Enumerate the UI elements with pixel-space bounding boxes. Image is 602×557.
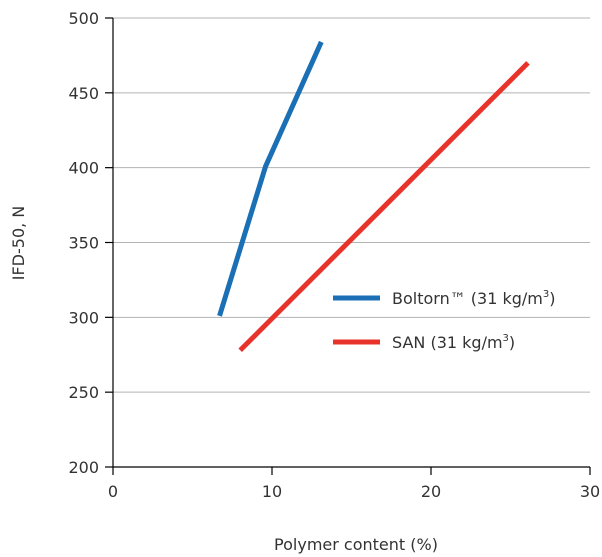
legend-label-1: SAN (31 kg/m3) (392, 333, 515, 352)
series-lines (217, 40, 530, 353)
x-tick-label: 0 (108, 482, 118, 501)
legend-label-0: Boltorn™ (31 kg/m3) (392, 289, 556, 308)
series-line-0 (217, 40, 324, 317)
x-axis-label: Polymer content (%) (274, 535, 438, 554)
y-tick-label: 200 (68, 458, 99, 477)
y-tick-label: 350 (68, 234, 99, 253)
y-tick-label: 300 (68, 308, 99, 327)
axes (105, 17, 591, 475)
x-tick-label: 30 (580, 482, 600, 501)
y-tick-label: 500 (68, 9, 99, 28)
y-tick-label: 250 (68, 383, 99, 402)
x-tick-label: 20 (421, 482, 441, 501)
y-tick-label: 400 (68, 159, 99, 178)
y-axis-label: IFD-50, N (9, 206, 28, 281)
y-tick-label: 450 (68, 84, 99, 103)
tick-labels: 200 250 300 350 400 450 500 0 10 20 30 (68, 9, 600, 501)
legend: Boltorn™ (31 kg/m3) SAN (31 kg/m3) (333, 289, 556, 352)
series-line-1 (238, 61, 530, 353)
x-tick-label: 10 (262, 482, 282, 501)
